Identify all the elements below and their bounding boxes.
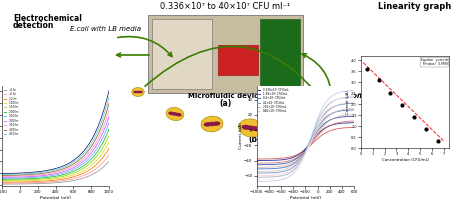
- FancyArrowPatch shape: [306, 90, 311, 94]
- Ellipse shape: [168, 112, 175, 115]
- FancyArrowPatch shape: [117, 53, 149, 57]
- Ellipse shape: [306, 103, 338, 127]
- X-axis label: Concentration (CFU/mL): Concentration (CFU/mL): [381, 158, 429, 162]
- Ellipse shape: [310, 111, 321, 118]
- Ellipse shape: [323, 112, 334, 119]
- Text: E.coli with LB media: E.coli with LB media: [69, 26, 140, 32]
- X-axis label: Potential (mV): Potential (mV): [40, 196, 71, 200]
- Text: Microfluidic device: Microfluidic device: [188, 93, 262, 99]
- Y-axis label: Current (μA): Current (μA): [346, 90, 350, 114]
- Text: Equation   y=mx+b
R²(value)   0.9998: Equation y=mx+b R²(value) 0.9998: [421, 58, 448, 66]
- Ellipse shape: [172, 112, 178, 116]
- Text: Concentration effect: Concentration effect: [306, 93, 388, 99]
- Ellipse shape: [208, 122, 216, 126]
- Text: detection: detection: [13, 21, 54, 30]
- Ellipse shape: [136, 91, 140, 93]
- Ellipse shape: [274, 114, 302, 134]
- Ellipse shape: [132, 88, 144, 97]
- Ellipse shape: [247, 125, 256, 131]
- Text: 0.336×10⁷ to 40×10⁷ CFU ml⁻¹: 0.336×10⁷ to 40×10⁷ CFU ml⁻¹: [160, 2, 290, 11]
- Ellipse shape: [252, 126, 261, 131]
- Ellipse shape: [277, 122, 287, 128]
- Text: (a): (a): [219, 99, 231, 108]
- Bar: [152, 19, 212, 89]
- FancyArrowPatch shape: [145, 46, 325, 104]
- Ellipse shape: [283, 121, 293, 127]
- Text: Electrochemical: Electrochemical: [13, 14, 82, 23]
- Ellipse shape: [242, 125, 251, 130]
- Ellipse shape: [238, 119, 263, 137]
- Bar: [218, 45, 258, 75]
- Ellipse shape: [289, 120, 298, 126]
- Ellipse shape: [212, 121, 220, 126]
- Text: (b): (b): [249, 135, 261, 144]
- Text: (e): (e): [434, 85, 446, 94]
- Ellipse shape: [316, 112, 328, 118]
- Ellipse shape: [166, 107, 184, 121]
- FancyArrowPatch shape: [118, 37, 172, 56]
- Text: (c): (c): [51, 140, 63, 149]
- Ellipse shape: [133, 91, 138, 93]
- Legend: -4 hr, -0 hr, 12 hr, 100 hr, 150 hr, 200 hr, 250 hr, 300 hr, 350 hr, 400 hr, 450: -4 hr, -0 hr, 12 hr, 100 hr, 150 hr, 200…: [4, 87, 19, 136]
- Ellipse shape: [204, 122, 212, 127]
- Legend: 0.336×10⁷ CFU/mL, 1.68×10⁷ CFU/mL, 8.4×10⁷ CFU/mL, 42×10⁷ CFU/mL, 210×10⁷ CFU/mL: 0.336×10⁷ CFU/mL, 1.68×10⁷ CFU/mL, 8.4×1…: [258, 87, 289, 114]
- Text: (d): (d): [341, 99, 353, 108]
- FancyArrowPatch shape: [302, 54, 331, 109]
- Ellipse shape: [201, 116, 223, 132]
- Text: Linearity graph: Linearity graph: [378, 2, 452, 11]
- X-axis label: Potential (mV): Potential (mV): [290, 196, 321, 200]
- Bar: [260, 19, 300, 89]
- Y-axis label: Current (μA): Current (μA): [239, 123, 243, 149]
- FancyBboxPatch shape: [148, 15, 303, 93]
- Ellipse shape: [138, 91, 143, 93]
- Ellipse shape: [175, 113, 182, 116]
